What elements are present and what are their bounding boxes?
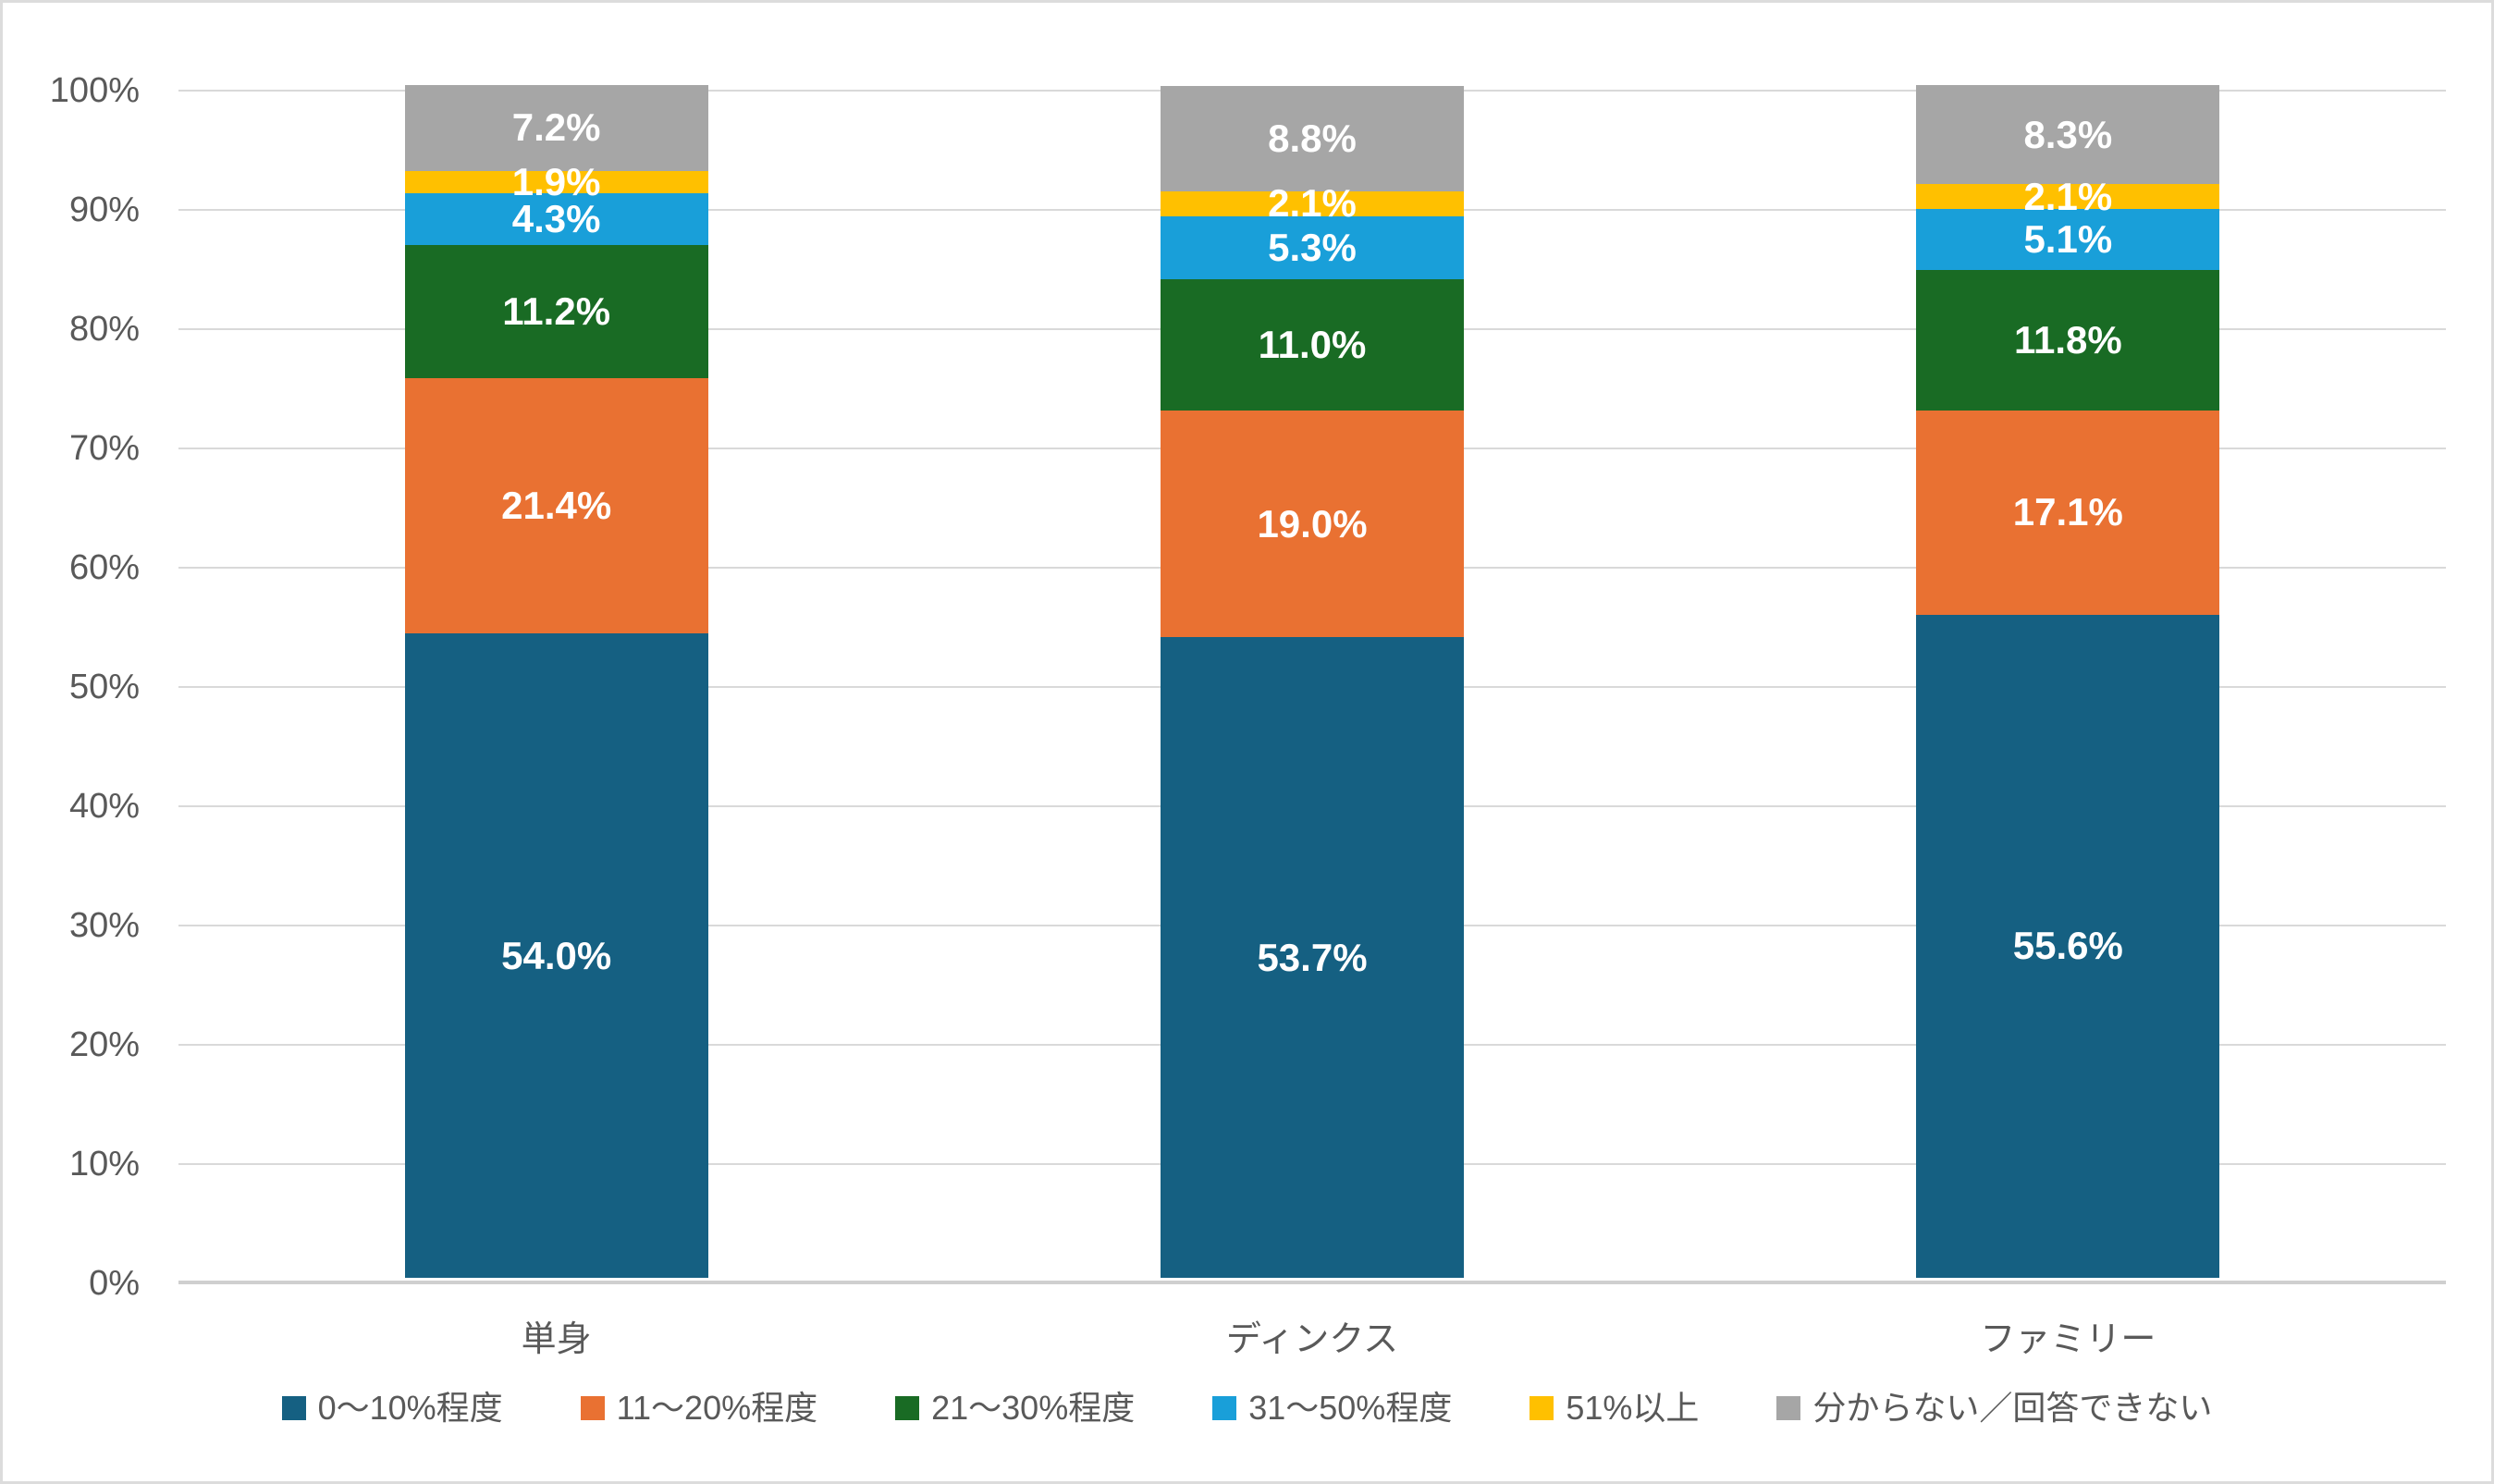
- bar-ディンクス: 53.7% 19.0% 11.0% 5.3% 2.1% 8.8%: [1161, 86, 1464, 1278]
- segment-単身-21〜30%程度: 11.2%: [404, 244, 708, 379]
- segment-単身-51%以上: 1.9%: [404, 163, 708, 202]
- data-label-ファミリー-31〜50%程度: 5.1%: [2023, 217, 2113, 262]
- data-label-単身-11〜20%程度: 21.4%: [501, 484, 612, 528]
- y-tick-label-20%: 20%: [68, 1025, 140, 1064]
- y-tick-label-100%: 100%: [49, 71, 140, 110]
- segment-ファミリー-11〜20%程度: 17.1%: [1916, 411, 2220, 615]
- category-label-単身: 単身: [521, 1320, 592, 1359]
- y-tick-label-50%: 50%: [68, 668, 140, 706]
- data-label-ファミリー-51%以上: 2.1%: [2023, 174, 2113, 218]
- data-label-ファミリー-21〜30%程度: 11.8%: [2013, 318, 2122, 362]
- segment-ファミリー-分からない／回答できない: 8.3%: [1916, 85, 2220, 185]
- legend-swatch-11〜20%程度: [580, 1396, 605, 1420]
- data-label-ファミリー-11〜20%程度: 17.1%: [2012, 490, 2123, 534]
- data-label-単身-0〜10%程度: 54.0%: [501, 933, 612, 977]
- legend-label-51%以上: 51%以上: [1566, 1389, 1700, 1427]
- segment-ディンクス-31〜50%程度: 5.3%: [1161, 215, 1464, 280]
- legend-swatch-21〜30%程度: [895, 1396, 920, 1420]
- data-label-単身-分からない／回答できない: 7.2%: [511, 105, 601, 150]
- segment-ファミリー-0〜10%程度: 55.6%: [1916, 614, 2220, 1278]
- data-label-単身-31〜50%程度: 4.3%: [511, 197, 601, 241]
- segment-ディンクス-0〜10%程度: 53.7%: [1161, 637, 1464, 1278]
- y-tick-label-0%: 0%: [89, 1264, 140, 1303]
- data-label-単身-51%以上: 1.9%: [511, 160, 601, 204]
- legend-label-21〜30%程度: 21〜30%程度: [931, 1389, 1136, 1427]
- data-label-単身-21〜30%程度: 11.2%: [502, 289, 611, 334]
- legend-item-0〜10%程度: 0〜10%程度: [281, 1388, 503, 1429]
- segment-ディンクス-分からない／回答できない: 8.8%: [1161, 86, 1464, 191]
- bar-単身: 54.0% 21.4% 11.2% 4.3% 1.9% 7.2%: [404, 85, 708, 1278]
- legend-label-分からない／回答できない: 分からない／回答できない: [1812, 1389, 2213, 1427]
- data-label-ディンクス-0〜10%程度: 53.7%: [1257, 935, 1368, 979]
- legend-item-31〜50%程度: 31〜50%程度: [1212, 1388, 1452, 1429]
- y-tick-label-40%: 40%: [68, 787, 140, 826]
- y-tick-label-10%: 10%: [68, 1145, 140, 1184]
- bar-ファミリー: 55.6% 17.1% 11.8% 5.1% 2.1% 8.3%: [1916, 85, 2220, 1278]
- segment-ディンクス-11〜20%程度: 19.0%: [1161, 411, 1464, 638]
- y-tick-label-80%: 80%: [68, 310, 140, 349]
- segment-ファミリー-21〜30%程度: 11.8%: [1916, 269, 2220, 411]
- legend-item-21〜30%程度: 21〜30%程度: [895, 1388, 1135, 1429]
- legend-label-31〜50%程度: 31〜50%程度: [1248, 1389, 1453, 1427]
- data-label-ファミリー-0〜10%程度: 55.6%: [2012, 924, 2123, 968]
- data-label-ファミリー-分からない／回答できない: 8.3%: [2023, 112, 2113, 156]
- data-label-ディンクス-分からない／回答できない: 8.8%: [1268, 117, 1357, 161]
- segment-単身-11〜20%程度: 21.4%: [404, 378, 708, 634]
- y-tick-label-90%: 90%: [68, 190, 140, 229]
- y-tick-label-60%: 60%: [68, 548, 140, 587]
- segment-単身-0〜10%程度: 54.0%: [404, 633, 708, 1278]
- data-label-ディンクス-11〜20%程度: 19.0%: [1257, 501, 1368, 546]
- legend-item-分からない／回答できない: 分からない／回答できない: [1776, 1388, 2212, 1429]
- legend-swatch-0〜10%程度: [281, 1396, 306, 1420]
- legend-swatch-31〜50%程度: [1212, 1396, 1237, 1420]
- legend-swatch-分からない／回答できない: [1776, 1396, 1801, 1420]
- segment-ファミリー-51%以上: 2.1%: [1916, 177, 2220, 215]
- legend-item-11〜20%程度: 11〜20%程度: [580, 1388, 818, 1429]
- segment-単身-分からない／回答できない: 7.2%: [404, 85, 708, 171]
- legend-swatch-51%以上: [1530, 1396, 1554, 1420]
- category-label-ファミリー: ファミリー: [1980, 1320, 2156, 1359]
- legend: 0〜10%程度 11〜20%程度 21〜30%程度 31〜50%程度 51%以上 分からな…: [3, 1388, 2491, 1429]
- data-label-ディンクス-51%以上: 2.1%: [1268, 181, 1357, 226]
- legend-item-51%以上: 51%以上: [1530, 1388, 1699, 1429]
- y-tick-label-30%: 30%: [68, 906, 140, 945]
- legend-label-11〜20%程度: 11〜20%程度: [616, 1389, 818, 1427]
- legend-label-0〜10%程度: 0〜10%程度: [317, 1389, 503, 1427]
- data-label-ディンクス-21〜30%程度: 11.0%: [1258, 323, 1367, 367]
- segment-ディンクス-51%以上: 2.1%: [1161, 184, 1464, 223]
- segment-単身-31〜50%程度: 4.3%: [404, 193, 708, 245]
- data-label-ディンクス-31〜50%程度: 5.3%: [1268, 226, 1357, 270]
- segment-ファミリー-31〜50%程度: 5.1%: [1916, 209, 2220, 270]
- category-label-ディンクス: ディンクス: [1225, 1320, 1399, 1359]
- y-tick-label-70%: 70%: [68, 429, 140, 468]
- segment-ディンクス-21〜30%程度: 11.0%: [1161, 279, 1464, 411]
- gridline-0%: [178, 1281, 2446, 1284]
